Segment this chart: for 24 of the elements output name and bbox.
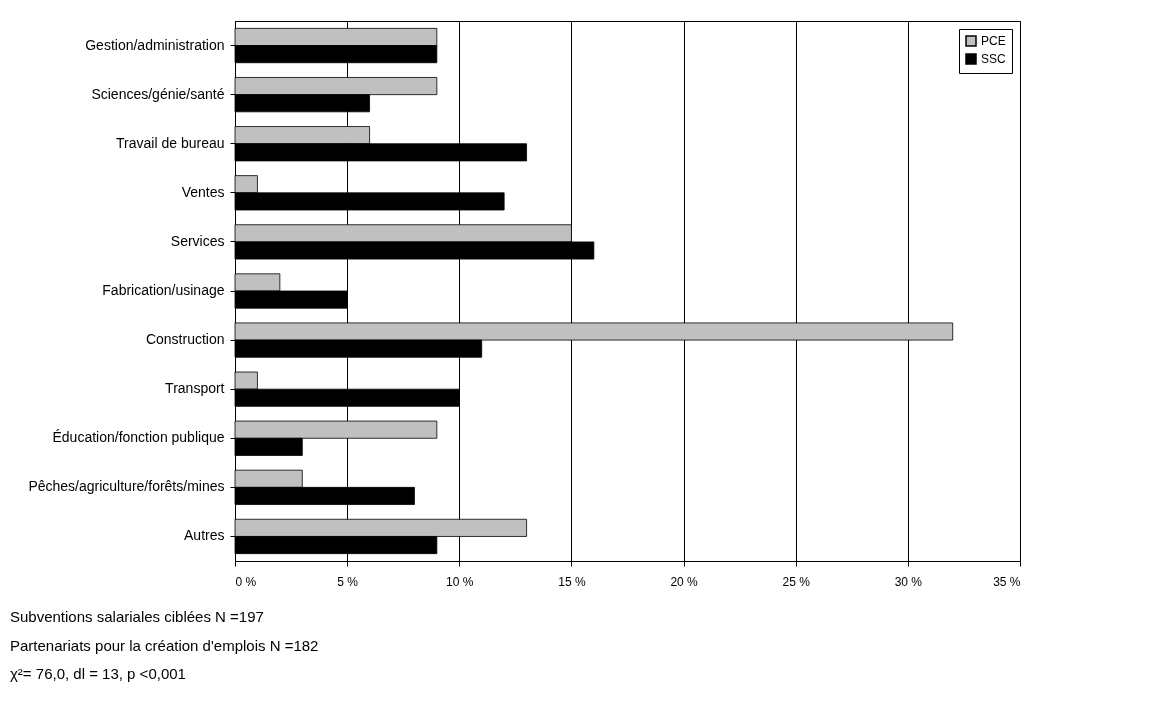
y-tick-label: Transport (165, 380, 225, 397)
x-tick-label: 5 % (337, 574, 359, 589)
y-tick-label: Sciences/génie/santé (91, 85, 225, 102)
y-tick-label: Pêches/agriculture/forêts/mines (28, 478, 225, 495)
legend-label: PCE (981, 34, 1006, 48)
y-tick-label: Services (170, 232, 225, 249)
x-tick-label: 30 % (894, 574, 923, 589)
y-tick-label: Ventes (181, 183, 225, 200)
text: Partenariats pour la création d'emplois N =182 (10, 636, 319, 654)
y-tick-label: Gestion/administration (85, 36, 225, 53)
text: Subventions salariales ciblées N =197 (10, 608, 264, 626)
text: χ²= 76,0, dl = 13, p <0,001 (10, 664, 186, 682)
y-tick-label: Travail de bureau (116, 134, 225, 151)
x-tick-label: 10 % (446, 574, 474, 589)
x-tick-label: 0 % (235, 574, 257, 589)
x-tick-label: 35 % (993, 574, 1021, 589)
x-tick-label: 20 % (670, 574, 699, 589)
y-tick-label: Éducation/fonction publique (52, 429, 225, 446)
y-tick-label: Autres (184, 527, 225, 544)
y-tick-label: Construction (145, 331, 225, 348)
x-tick-label: 25 % (782, 574, 811, 589)
y-tick-label: Fabrication/usinage (102, 282, 225, 298)
x-tick-label: 15 % (558, 574, 586, 589)
legend-label: SSC (981, 52, 1007, 66)
